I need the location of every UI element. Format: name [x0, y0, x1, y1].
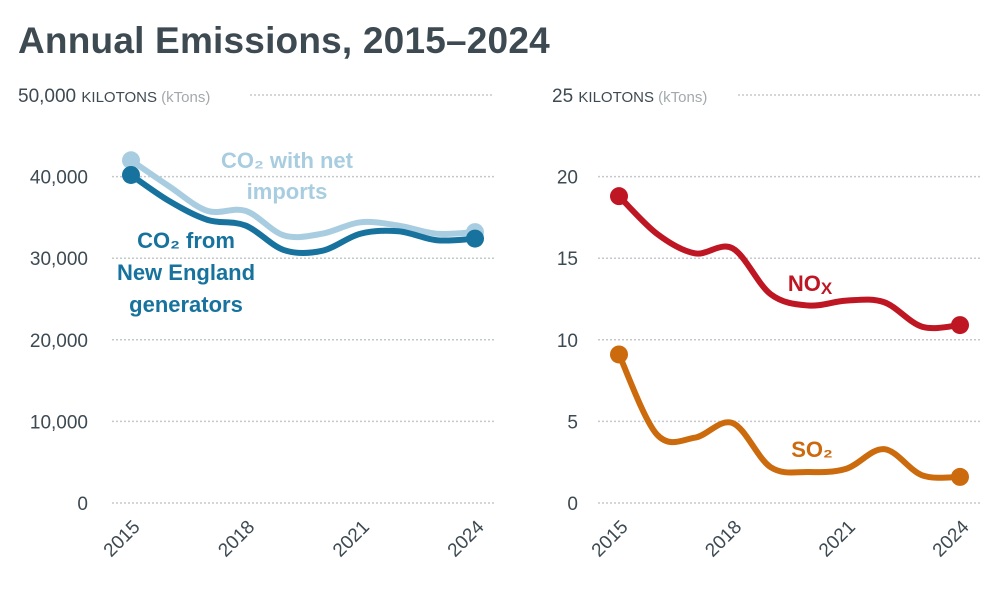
series-label: generators [129, 292, 243, 317]
x-tick-label: 2018 [701, 517, 746, 562]
y-tick-label: 0 [567, 494, 578, 515]
x-tick-label: 2015 [100, 517, 145, 562]
series-label: imports [247, 179, 328, 204]
data-point [610, 187, 628, 206]
y-tick-value: 25 [552, 86, 578, 107]
x-tick-label: 2021 [329, 517, 374, 562]
data-point [951, 316, 969, 335]
y-tick-label: 40,000 [30, 168, 88, 189]
y-tick-label: 15 [557, 249, 578, 270]
y-tick-label: 10 [557, 331, 578, 352]
x-tick-label: 2015 [588, 517, 633, 562]
data-point [951, 467, 969, 486]
data-point [610, 345, 628, 364]
series-line [128, 171, 478, 257]
chart-title: Annual Emissions, 2015–2024 [18, 20, 550, 61]
data-point [122, 165, 140, 184]
y-axis-unit-abbrev: (kTons) [161, 89, 210, 106]
y-tick-label: 5 [567, 412, 578, 433]
y-axis-unit-abbrev: (kTons) [658, 89, 707, 106]
chart-panel-2: 0 5 10 15 20 25 KILOTONS (kTons) 2015 2018 2021 2… [552, 86, 980, 561]
series-label: CO₂ from [137, 228, 235, 253]
series-label: New England [117, 260, 255, 285]
series-line [616, 193, 963, 332]
y-tick-label: 20 [557, 168, 578, 189]
y-tick-label: 20,000 [30, 331, 88, 352]
y-axis-unit: KILOTONS [81, 89, 161, 106]
y-tick-label: 25 KILOTONS (kTons) [552, 86, 707, 107]
chart-panel-1: 0 10,000 20,000 30,000 40,000 50,000 KILOTONS… [18, 86, 494, 561]
y-tick-label: 10,000 [30, 412, 88, 433]
series-label: NOX [788, 271, 833, 298]
y-tick-label: 30,000 [30, 249, 88, 270]
y-tick-value: 50,000 [18, 86, 81, 107]
data-point [122, 151, 140, 170]
series-line [128, 157, 478, 241]
x-tick-label: 2024 [444, 516, 489, 561]
y-tick-label: 50,000 KILOTONS (kTons) [18, 86, 210, 107]
series-label-part: NO [788, 271, 821, 296]
y-axis-unit: KILOTONS [578, 89, 658, 106]
series-line [616, 351, 963, 481]
series-label-part: X [821, 279, 833, 298]
y-tick-label: 0 [77, 494, 88, 515]
x-tick-label: 2021 [815, 517, 860, 562]
data-point [466, 229, 484, 248]
series-label: CO₂ with net [221, 148, 354, 173]
x-tick-label: 2018 [214, 517, 259, 562]
x-tick-label: 2024 [929, 516, 974, 561]
series-label: SO₂ [791, 437, 833, 462]
